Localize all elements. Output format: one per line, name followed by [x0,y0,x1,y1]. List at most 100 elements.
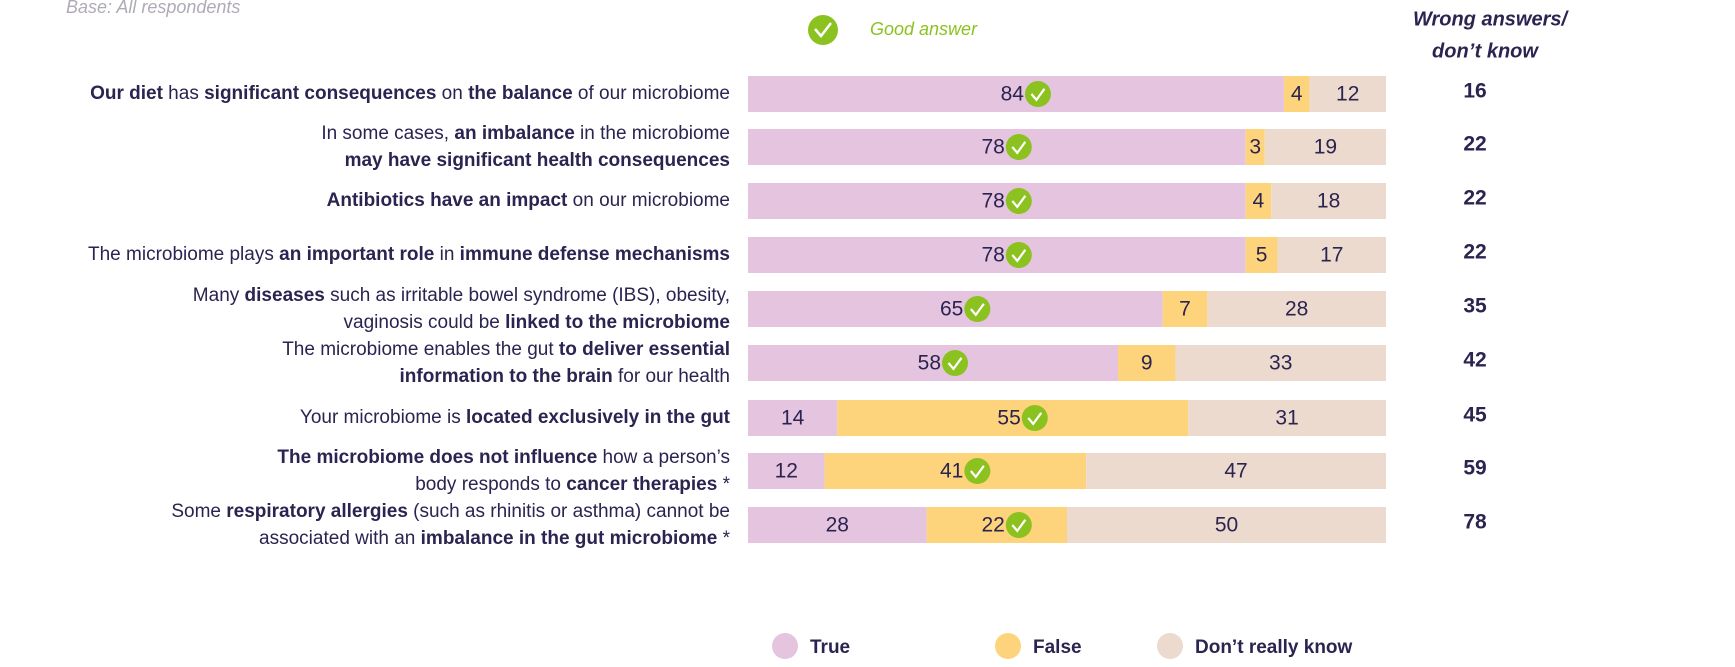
row-label: Your microbiome is located exclusively i… [300,407,731,428]
bar-segment [748,183,1246,219]
value-label: 4 [1253,190,1265,213]
value-label: 12 [1336,83,1359,106]
bar-segment [837,400,1189,436]
value-label: 65 [940,298,963,321]
label-run: an important role [279,244,434,265]
row-label: Some respiratory allergies (such as rhin… [171,501,730,522]
label-run: has [163,83,204,104]
value-label: 17 [1320,244,1343,267]
label-run: Many [193,285,245,306]
value-label: 31 [1275,407,1298,430]
check-tick [1011,141,1027,155]
label-run: vaginosis could be [344,312,506,333]
value-label: 9 [1141,352,1153,375]
row-label: The microbiome does not influence how a … [277,447,730,468]
label-run: located exclusively in the gut [466,407,731,428]
value-label: 4 [1291,83,1303,106]
value-label: 14 [781,407,805,430]
check-icon [1005,134,1032,160]
legend-swatch [995,633,1021,659]
label-run: diseases [245,285,325,306]
row-label: vaginosis could be linked to the microbi… [344,312,730,333]
bar-segment [748,129,1246,165]
wrong-value: 16 [1463,80,1486,103]
label-run: of our microbiome [573,83,730,104]
check-tick [970,303,985,317]
label-run: may have significant health consequences [345,150,730,171]
bar-segment [1067,507,1386,543]
row-label: associated with an imbalance in the gut … [259,528,731,549]
check-circle [1024,81,1051,107]
label-run: for our health [613,366,730,387]
label-run: * [717,528,730,549]
bar-segment [1086,453,1386,489]
bar-segment [1271,183,1386,219]
value-label: 18 [1317,190,1340,213]
wrong-title: don’t know [1432,40,1539,62]
label-run: respiratory allergies [226,501,408,522]
value-label: 41 [940,460,963,483]
bar-segment [1245,129,1265,165]
bar-segment [748,453,825,489]
check-tick [1011,249,1027,263]
label-run: linked to the microbiome [505,312,730,333]
wrong-value: 35 [1463,295,1487,318]
value-label: 12 [775,460,798,483]
bar-segment [1309,76,1386,112]
label-run: the balance [468,83,573,104]
bar-segment [1245,237,1278,273]
label-run: an imbalance [454,123,574,144]
label-run: information to the brain [400,366,613,387]
bar-segment [1162,291,1208,327]
label-run: cancer therapies [566,474,717,495]
label-run: body responds to [415,474,566,495]
bar-segment [1118,345,1176,381]
bar-segment [748,345,1119,381]
label-run: such as irritable bowel syndrome (IBS), … [325,285,730,306]
check-circle [942,350,969,376]
label-run: Some [171,501,226,522]
label-run: Your microbiome is [300,407,466,428]
check-icon [1005,242,1032,268]
check-circle [964,458,991,484]
row-label: may have significant health consequences [345,150,730,171]
bar-segment [1245,183,1272,219]
label-run: in the microbiome [575,123,730,144]
wrong-value: 45 [1463,404,1487,427]
value-label: 58 [918,352,941,375]
label-run: Our diet [90,83,164,104]
check-icon [942,350,969,376]
check-icon [1005,512,1032,538]
label-run: (such as rhinitis or asthma) cannot be [408,501,730,522]
row-label: Our diet has significant consequences on… [90,83,730,104]
value-label: 28 [826,514,849,537]
value-label: 50 [1215,514,1238,537]
good-answer-icon [808,15,838,45]
check-tick [1011,519,1027,533]
bar-segment [1283,76,1310,112]
bar-segment [748,76,1284,112]
row-label: The microbiome plays an important role i… [88,244,730,265]
legend-swatch [1157,633,1183,659]
bar-segment [748,291,1163,327]
label-run: The microbiome does not influence [277,447,597,468]
wrong-value: 22 [1463,133,1486,156]
value-label: 19 [1314,136,1337,159]
check-icon [1021,405,1048,431]
legend-label: Don’t really know [1195,637,1353,658]
check-icon [964,458,991,484]
label-run: In some cases, [321,123,454,144]
row-label: information to the brain for our health [400,366,730,387]
wrong-value: 22 [1463,187,1486,210]
check-icon [1024,81,1051,107]
legend-label: True [810,637,850,658]
value-label: 55 [997,407,1020,430]
value-label: 3 [1249,136,1261,159]
wrong-value: 22 [1463,241,1486,264]
check-circle [1005,188,1032,214]
label-run: how a person’s [597,447,730,468]
value-label: 7 [1179,298,1191,321]
value-label: 5 [1256,244,1268,267]
check-circle [1005,242,1032,268]
check-tick [1030,88,1046,102]
